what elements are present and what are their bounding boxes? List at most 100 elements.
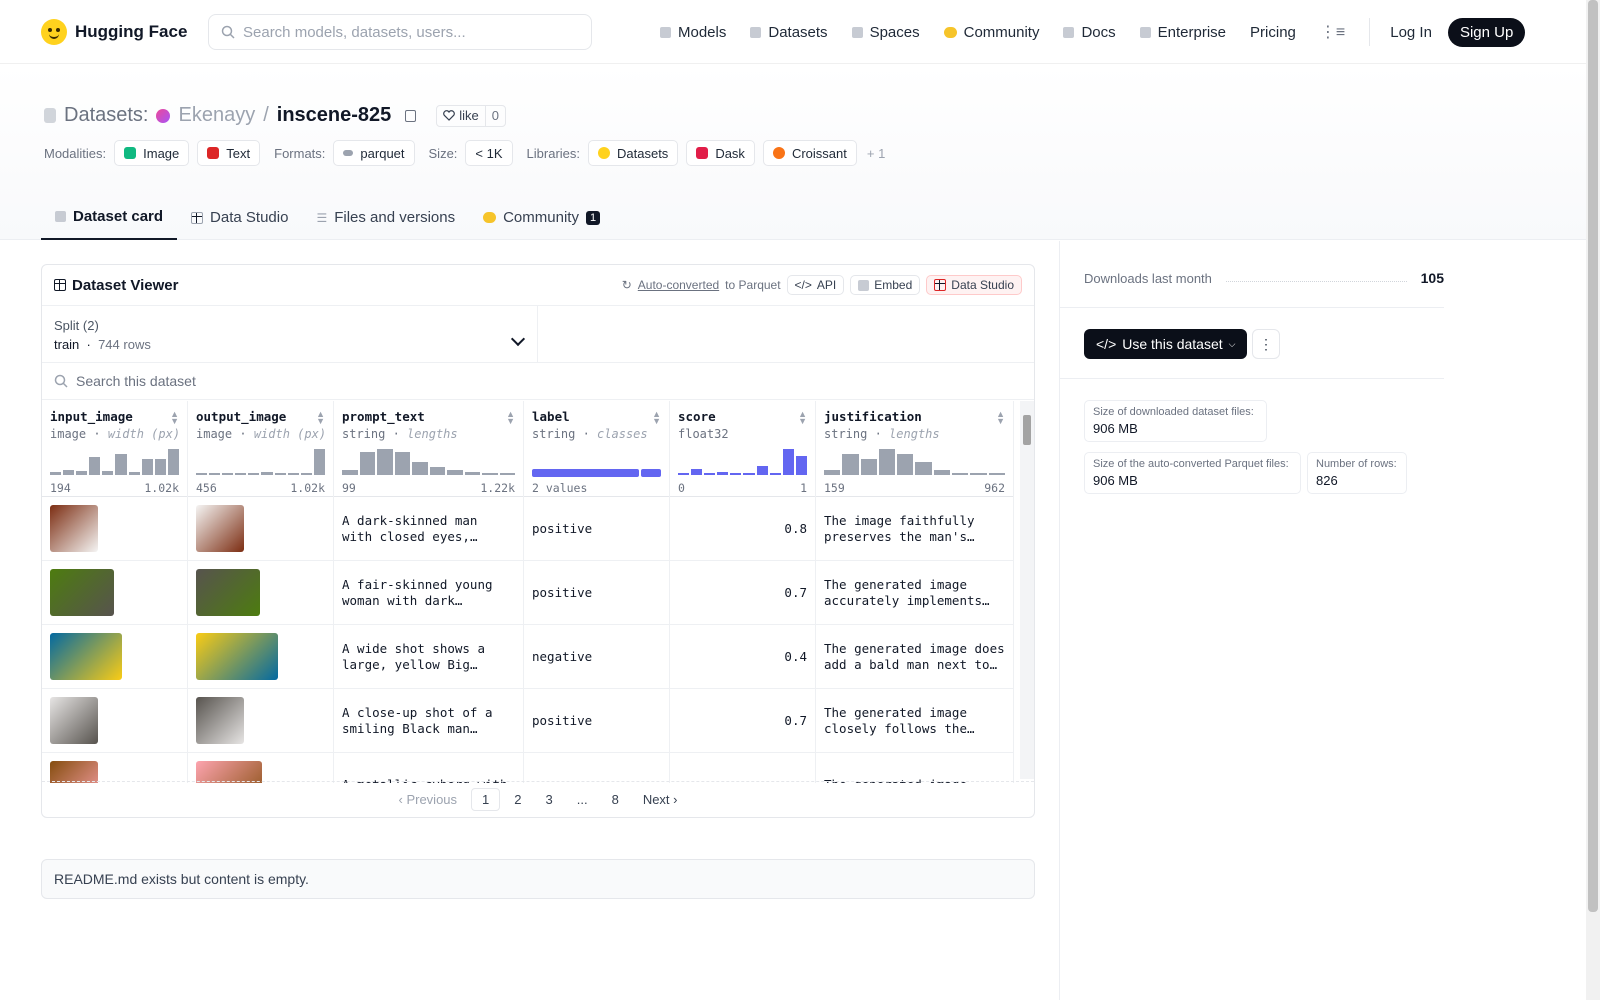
copy-icon[interactable] [405, 109, 417, 122]
table-cell[interactable]: positive [524, 497, 669, 561]
sort-icon[interactable]: ▲ ▼ [996, 409, 1005, 426]
more-menu-icon[interactable]: ⋮≡ [1319, 24, 1346, 41]
table-cell[interactable]: A metallic cyborg with [334, 753, 523, 784]
table-cell[interactable]: A dark-skinned man with closed eyes, wea… [334, 497, 523, 561]
tab-community[interactable]: Community 1 [469, 195, 614, 240]
table-cell[interactable] [42, 689, 187, 753]
hf-logo-link[interactable]: Hugging Face [41, 18, 187, 45]
page-1[interactable]: 1 [471, 788, 501, 811]
table-cell[interactable] [188, 753, 333, 783]
histogram-bar[interactable] [769, 473, 781, 475]
table-cell[interactable] [670, 753, 815, 783]
histogram-bar[interactable] [359, 451, 375, 475]
sort-icon[interactable]: ▲ ▼ [506, 409, 515, 426]
table-cell[interactable]: positive [524, 689, 669, 753]
histogram-bar[interactable] [717, 472, 729, 475]
image-thumbnail[interactable] [196, 697, 244, 744]
dataset-name[interactable]: inscene-825 [276, 104, 392, 126]
column-header[interactable]: score float32 ▲ ▼ 0 1 [670, 401, 815, 497]
histogram-bar[interactable] [209, 473, 221, 475]
tag-size[interactable]: < 1K [465, 140, 513, 166]
tag-croissant[interactable]: Croissant [762, 140, 857, 166]
tab-dataset-card[interactable]: Dataset card [41, 195, 178, 240]
column-header[interactable]: input_image image · width (px) ▲ ▼ 194 1.02k [42, 401, 187, 497]
histogram-bar[interactable] [429, 467, 445, 475]
table-cell[interactable] [188, 497, 333, 561]
column-header[interactable]: label string · classes ▲ ▼ 2 values [524, 401, 669, 497]
tag-image[interactable]: Image [114, 140, 190, 166]
histogram-bar[interactable] [196, 473, 208, 475]
nav-enterprise[interactable]: Enterprise [1139, 24, 1226, 41]
prev-page-button[interactable]: ‹ Previous [398, 792, 458, 807]
histogram-bar[interactable] [897, 454, 914, 475]
image-thumbnail[interactable] [196, 505, 244, 552]
auto-converted-link[interactable]: Auto-converted [637, 278, 720, 292]
table-cell[interactable] [42, 497, 187, 561]
table-cell[interactable]: The generated image accurately implement… [816, 561, 1013, 625]
image-thumbnail[interactable] [196, 569, 260, 616]
histogram-bar[interactable] [50, 472, 62, 475]
global-search-input[interactable]: Search models, datasets, users... [208, 14, 592, 50]
histogram-bar[interactable] [795, 455, 807, 475]
libraries-more[interactable]: + 1 [866, 145, 886, 161]
histogram-bar[interactable] [76, 471, 88, 475]
table-scrollbar[interactable] [1020, 401, 1034, 779]
histogram-bar[interactable] [154, 459, 166, 475]
column-header[interactable]: output_image image · width (px) ▲ ▼ 456 1.02k [188, 401, 333, 497]
table-cell[interactable]: positive [524, 561, 669, 625]
table-cell[interactable] [188, 625, 333, 689]
histogram-bar[interactable] [300, 473, 312, 475]
histogram-bar[interactable] [394, 451, 410, 475]
sort-icon[interactable]: ▲ ▼ [170, 409, 179, 426]
histogram-bar[interactable] [102, 471, 114, 475]
table-cell[interactable]: A fair-skinned young woman with dark hai… [334, 561, 523, 625]
histogram-bar[interactable] [261, 472, 273, 475]
histogram-bar[interactable] [933, 469, 951, 475]
table-cell[interactable]: A wide shot shows a large, yellow Big Bi… [334, 625, 523, 689]
table-cell[interactable]: 0.8 [670, 497, 815, 561]
histogram-bar[interactable] [248, 473, 260, 475]
histogram-bar[interactable] [691, 468, 703, 475]
table-cell[interactable]: 0.7 [670, 689, 815, 753]
column-header[interactable]: justification string · lengths ▲ ▼ 159 962 [816, 401, 1013, 497]
sort-icon[interactable]: ▲ ▼ [798, 409, 807, 426]
histogram-bar[interactable] [235, 473, 247, 475]
histogram-bar[interactable] [499, 473, 515, 475]
histogram-bar[interactable] [342, 469, 358, 475]
histogram-bar[interactable] [952, 473, 969, 475]
dataset-search-input[interactable]: Search this dataset [42, 363, 1034, 400]
nav-pricing[interactable]: Pricing [1250, 24, 1296, 41]
histogram-bar[interactable] [878, 449, 896, 475]
histogram-bar[interactable] [915, 462, 932, 475]
table-cell[interactable]: The generated image closely follows the … [816, 689, 1013, 753]
image-thumbnail[interactable] [50, 761, 98, 783]
histogram-bar[interactable] [782, 449, 794, 475]
histogram-bar[interactable] [274, 473, 286, 475]
data-studio-button[interactable]: Data Studio [926, 275, 1022, 295]
table-cell[interactable] [188, 689, 333, 753]
class-bar[interactable] [640, 469, 661, 477]
next-page-button[interactable]: Next › [642, 792, 678, 807]
tag-text[interactable]: Text [197, 140, 261, 166]
page-2[interactable]: 2 [514, 792, 522, 807]
tab-files[interactable]: ☰ Files and versions [302, 195, 469, 240]
histogram-bar[interactable] [63, 469, 75, 475]
histogram-bar[interactable] [115, 454, 127, 475]
table-cell[interactable]: The generated image [816, 753, 1013, 784]
more-options-icon[interactable]: ⋮ [1252, 329, 1280, 359]
histogram-bar[interactable] [89, 456, 101, 475]
histogram-bar[interactable] [128, 472, 140, 475]
histogram-bar[interactable] [756, 465, 768, 475]
nav-datasets[interactable]: Datasets [750, 24, 828, 41]
api-button[interactable]: </> API [786, 275, 845, 295]
nav-models[interactable]: Models [660, 24, 726, 41]
page-3[interactable]: 3 [545, 792, 553, 807]
sort-icon[interactable]: ▲ ▼ [652, 409, 661, 426]
histogram-bar[interactable] [141, 459, 153, 475]
table-cell[interactable] [524, 753, 669, 783]
table-cell[interactable] [42, 561, 187, 625]
histogram-bar[interactable] [482, 473, 498, 475]
class-bar[interactable] [532, 469, 639, 477]
histogram-bar[interactable] [988, 473, 1005, 475]
owner-link[interactable]: Ekenayy [178, 104, 256, 126]
